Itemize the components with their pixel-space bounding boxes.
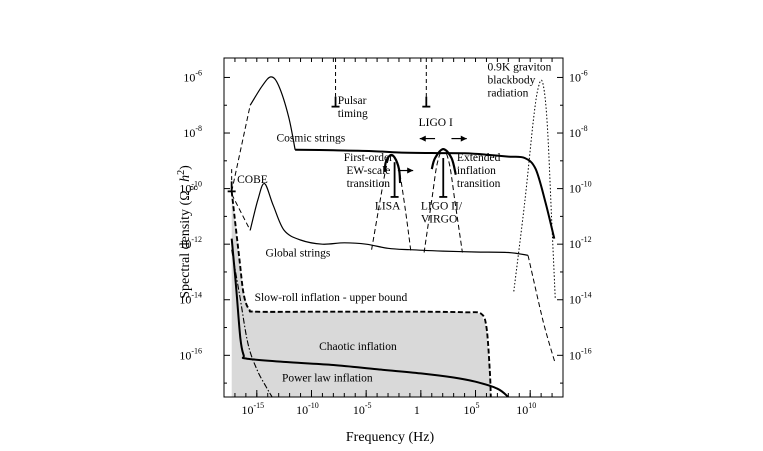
sensitivity-marker-0 [227,169,236,193]
series-curve-4 [231,193,251,231]
series-curve-5 [527,255,556,364]
annotation-8: LIGO II/VIRGO [421,200,463,225]
series-curve-6 [513,79,556,300]
series-curve-1 [249,76,296,150]
y-tick-label-left-5: 10-16 [179,346,202,362]
x-tick-label-5: 1010 [516,401,536,417]
x-tick-label-1: 10-10 [296,401,319,417]
annotation-9: Global strings [266,248,331,260]
sensitivity-marker-2 [422,58,431,108]
series-curve-7 [230,191,492,397]
y-tick-label-left-2: 10-10 [179,180,202,196]
y-axis-label-post: ) [178,165,193,170]
y-axis-label-mid: h [178,175,193,186]
y-tick-label-right-2: 10-10 [569,180,592,196]
x-tick-label-0: 10-15 [241,401,264,417]
y-tick-label-right-1: 10-8 [569,124,588,140]
sensitivity-marker-3 [390,162,399,198]
y-tick-label-right-0: 10-6 [569,68,588,84]
series-curve-2 [231,105,251,192]
annotation-0: Pulsar timing [338,95,368,120]
plot-frame [223,57,564,398]
y-tick-label-left-1: 10-8 [183,124,202,140]
x-tick-label-3: 1 [414,403,420,417]
y-axis-label: Spectral density (Ωg h2) [176,165,198,299]
arrow-2 [451,135,467,142]
annotation-3: Cosmic strings [276,132,345,144]
annotation-4: First-order EW-scale transition [344,152,393,190]
y-axis-label-pre: Spectral density (Ω [178,190,193,298]
series-curve-8 [230,238,509,397]
x-axis-label: Frequency (Hz) [346,430,435,445]
y-tick-label-left-3: 10-12 [179,235,202,251]
y-tick-label-right-5: 10-16 [569,346,592,362]
y-tick-label-left-0: 10-6 [183,68,202,84]
annotation-2: 0.9K graviton blackbody radiation [488,62,552,100]
series-curve-0 [295,148,556,239]
annotation-11: Chaotic inflation [319,341,397,353]
sensitivity-marker-4 [439,158,448,198]
annotation-7: LISA [375,200,401,212]
x-tick-label-2: 10-5 [353,401,372,417]
series-curve-3 [249,183,529,256]
y-tick-label-left-4: 10-14 [179,291,202,307]
annotation-12: Power law inflation [282,373,373,385]
y-tick-label-right-4: 10-14 [569,291,592,307]
annotation-1: LIGO I [419,117,453,129]
series-curve-9 [231,249,273,397]
sensitivity-marker-1 [331,58,340,108]
transition-arch-1 [430,147,457,175]
annotation-5: Extended inflation transition [457,152,501,190]
arrow-0 [397,167,414,174]
annotation-10: Slow-roll inflation - upper bound [255,292,408,304]
x-tick-label-4: 105 [464,401,480,417]
y-axis-label-sup: 2 [176,170,187,175]
shaded-inflation-region [231,191,491,397]
y-axis-label-sub: g [187,185,198,190]
annotation-6: COBE [237,174,268,186]
arrow-1 [419,135,436,142]
y-tick-label-right-3: 10-12 [569,235,592,251]
